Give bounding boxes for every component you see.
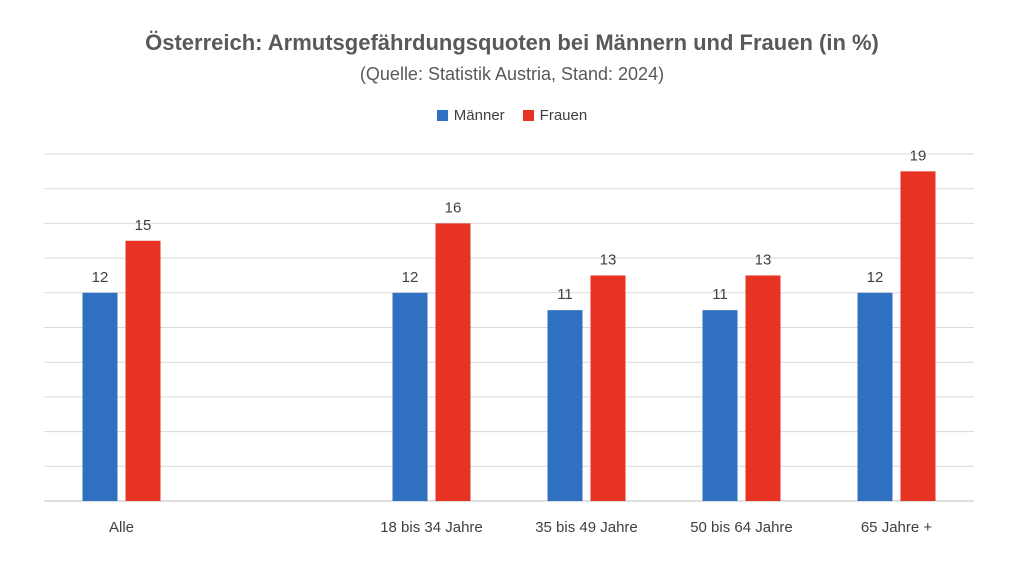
bar-frauen xyxy=(590,275,626,501)
data-label: 11 xyxy=(712,286,728,303)
data-label: 11 xyxy=(557,286,573,303)
legend-swatch-frauen xyxy=(522,110,534,121)
data-label: 12 xyxy=(402,269,419,286)
data-label: 19 xyxy=(910,147,927,164)
legend-item-frauen: Frauen xyxy=(522,107,588,124)
data-label: 12 xyxy=(867,269,884,286)
data-label: 15 xyxy=(135,217,152,234)
data-label: 13 xyxy=(600,251,617,268)
legend-swatch-maenner xyxy=(436,110,448,121)
chart-title: Österreich: Armutsgefährdungsquoten bei … xyxy=(145,30,879,55)
legend-item-maenner: Männer xyxy=(436,107,505,124)
legend-label-frauen: Frauen xyxy=(539,107,588,124)
bar-frauen xyxy=(900,171,936,501)
bar-maenner xyxy=(857,292,893,501)
bar-frauen xyxy=(125,240,161,501)
data-label: 13 xyxy=(755,251,772,268)
x-tick-label: 65 Jahre + xyxy=(861,519,933,536)
x-tick-label: 18 bis 34 Jahre xyxy=(380,519,483,536)
chart-subtitle: (Quelle: Statistik Austria, Stand: 2024) xyxy=(359,64,665,84)
bar-maenner xyxy=(547,310,583,501)
x-tick-label: 35 bis 49 Jahre xyxy=(535,519,638,536)
x-tick-label: Alle xyxy=(109,519,134,536)
bar-maenner xyxy=(82,292,118,501)
bar-frauen xyxy=(435,223,471,501)
data-label: 16 xyxy=(445,199,462,216)
data-label: 12 xyxy=(92,269,109,286)
bar-maenner xyxy=(702,310,738,501)
bar-maenner xyxy=(392,292,428,501)
chart-legend: Männer Frauen xyxy=(0,107,1024,124)
legend-label-maenner: Männer xyxy=(453,107,505,124)
bar-frauen xyxy=(745,275,781,501)
x-tick-label: 50 bis 64 Jahre xyxy=(690,519,793,536)
